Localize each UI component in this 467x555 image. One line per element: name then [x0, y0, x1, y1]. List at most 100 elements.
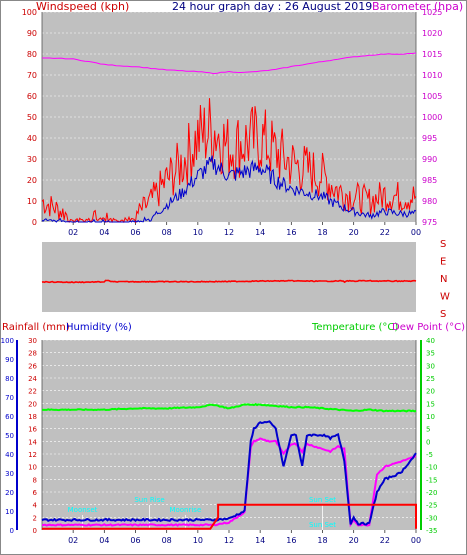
wind-tick-label: 30	[27, 155, 37, 164]
temperature-tick-label: -25	[426, 502, 437, 510]
rain-tick-label: 24	[28, 375, 37, 383]
wind-hour-label: 16	[286, 228, 296, 237]
rain-tick-label: 0	[33, 527, 37, 535]
temp-hour-label: 18	[317, 536, 327, 545]
wind-axis-title: Windspeed (kph)	[36, 0, 129, 13]
event-label: Moonrise	[169, 506, 201, 514]
humidity-tick-label: 100	[1, 337, 14, 345]
wind-hour-label: 06	[130, 228, 140, 237]
wind-hour-label: 00	[411, 228, 421, 237]
temperature-tick-label: 20	[426, 388, 435, 396]
temp-hour-label: 04	[99, 536, 109, 545]
humidity-tick-label: 20	[5, 489, 14, 497]
wind-tick-label: 100	[22, 8, 37, 17]
temp-hour-label: 08	[162, 536, 172, 545]
temp-hour-label: 22	[380, 536, 390, 545]
event-label: Sun Rise	[134, 496, 164, 504]
humidity-axis-title: Humidity (%)	[66, 322, 132, 333]
barometer-tick-label: 995	[422, 134, 437, 143]
humidity-tick-label: 30	[5, 470, 14, 478]
barometer-tick-label: 1005	[422, 92, 442, 101]
wind-hour-label: 14	[255, 228, 265, 237]
wind-tick-label: 20	[27, 176, 37, 185]
direction-label: W	[440, 292, 450, 303]
barometer-tick-label: 1025	[422, 8, 442, 17]
temp-hour-label: 00	[411, 536, 421, 545]
wind-plot-area	[42, 12, 416, 222]
rain-tick-label: 22	[28, 388, 37, 396]
barometer-axis-title: Barometer (hpa)	[372, 0, 463, 13]
event-label: Sun Set	[309, 521, 336, 529]
rain-tick-label: 6	[33, 489, 38, 497]
rain-tick-label: 8	[33, 476, 37, 484]
temperature-tick-label: -30	[426, 514, 437, 522]
dewpoint-series	[41, 437, 417, 528]
barometer-tick-label: 980	[422, 197, 437, 206]
wind-hour-label: 08	[162, 228, 172, 237]
barometer-tick-label: 985	[422, 176, 437, 185]
temperature-tick-label: 40	[426, 337, 435, 345]
rainfall-axis-title: Rainfall (mm)	[2, 322, 70, 333]
temperature-tick-label: -15	[426, 476, 437, 484]
humidity-tick-label: 0	[10, 527, 14, 535]
temp-plot-area	[42, 340, 416, 530]
humidity-tick-label: 70	[5, 394, 14, 402]
temp-hour-label: 20	[349, 536, 359, 545]
direction-label: S	[440, 239, 446, 250]
temperature-tick-label: -5	[426, 451, 433, 459]
rain-tick-label: 30	[28, 337, 37, 345]
rain-tick-label: 26	[28, 362, 37, 370]
rain-tick-label: 16	[28, 426, 37, 434]
humidity-tick-label: 80	[5, 375, 14, 383]
rain-tick-label: 18	[28, 413, 37, 421]
rain-tick-label: 10	[28, 464, 37, 472]
temperature-series	[41, 402, 417, 413]
direction-plot-area	[42, 242, 416, 312]
barometer-tick-label: 1010	[422, 71, 442, 80]
barometer-series	[42, 52, 417, 75]
rain-tick-label: 12	[28, 451, 37, 459]
wind-tick-label: 70	[27, 71, 37, 80]
wind-tick-label: 10	[27, 197, 37, 206]
dewpoint-axis-title: Dew Point (°C)	[392, 322, 465, 333]
temperature-tick-label: 35	[426, 350, 435, 358]
temp-hour-label: 10	[193, 536, 203, 545]
temp-hour-label: 16	[286, 536, 296, 545]
temperature-tick-label: -10	[426, 464, 437, 472]
rain-tick-label: 14	[28, 438, 37, 446]
rain-tick-label: 4	[33, 502, 38, 510]
wind-direction-series	[41, 279, 417, 284]
wind-tick-label: 90	[27, 29, 37, 38]
wind-hour-label: 10	[193, 228, 203, 237]
humidity-tick-label: 40	[5, 451, 14, 459]
wind-tick-label: 80	[27, 50, 37, 59]
wind-hour-label: 20	[349, 228, 359, 237]
wind-gust-series	[41, 98, 417, 224]
rainfall-series	[42, 503, 417, 530]
temperature-tick-label: 0	[426, 438, 430, 446]
graph-title: 24 hour graph day : 26 August 2019	[172, 0, 372, 13]
humidity-tick-label: 90	[5, 356, 14, 364]
temperature-tick-label: 5	[426, 426, 430, 434]
temperature-tick-label: -20	[426, 489, 437, 497]
temp-hour-label: 14	[255, 536, 265, 545]
barometer-tick-label: 1000	[422, 113, 442, 122]
humidity-tick-label: 60	[5, 413, 14, 421]
temperature-tick-label: 25	[426, 375, 435, 383]
event-label: Moonset	[68, 506, 98, 514]
wind-tick-label: 60	[27, 92, 37, 101]
barometer-tick-label: 1015	[422, 50, 442, 59]
wind-hour-label: 04	[99, 228, 109, 237]
rain-tick-label: 20	[28, 400, 37, 408]
direction-label: N	[440, 274, 447, 285]
barometer-tick-label: 975	[422, 218, 437, 227]
wind-hour-label: 22	[380, 228, 390, 237]
temperature-axis-title: Temperature (°C)	[311, 322, 398, 333]
wind-hour-label: 12	[224, 228, 234, 237]
temp-hour-label: 06	[130, 536, 140, 545]
wind-hour-label: 18	[317, 228, 327, 237]
temperature-tick-label: 15	[426, 400, 435, 408]
temperature-tick-label: 30	[426, 362, 435, 370]
direction-label: E	[440, 257, 446, 268]
